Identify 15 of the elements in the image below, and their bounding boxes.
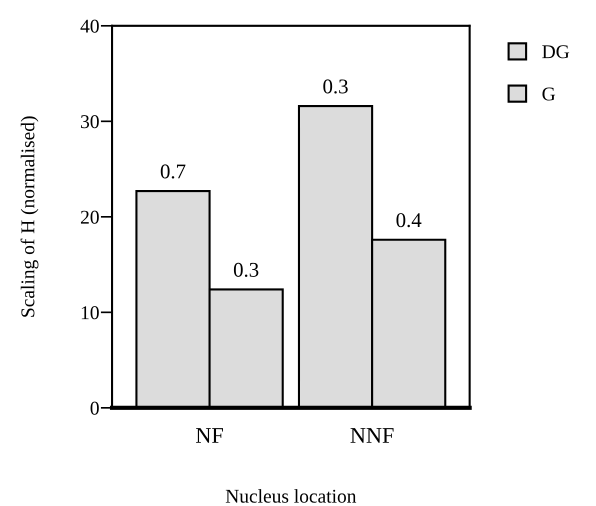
x-axis-title: Nucleus location bbox=[226, 489, 356, 503]
annotation: 0.3 bbox=[234, 262, 258, 277]
annotation: 0.7 bbox=[160, 164, 186, 179]
y-tick-label: 20 bbox=[80, 210, 99, 224]
legend-label: DG bbox=[542, 45, 570, 58]
y-tick-label: 40 bbox=[80, 20, 99, 33]
annotation: 0.4 bbox=[396, 213, 422, 228]
y-tick-label: 30 bbox=[81, 115, 99, 128]
y-tick-label: 10 bbox=[82, 306, 99, 320]
legend-label: G bbox=[542, 87, 556, 101]
y-tick-label: 0 bbox=[90, 402, 99, 415]
annotation: 0.3 bbox=[323, 79, 348, 94]
x-tick-label: NF bbox=[196, 428, 223, 443]
y-axis-title: Scaling of H (normalised) bbox=[20, 116, 38, 317]
x-tick-label: NNF bbox=[350, 428, 394, 443]
